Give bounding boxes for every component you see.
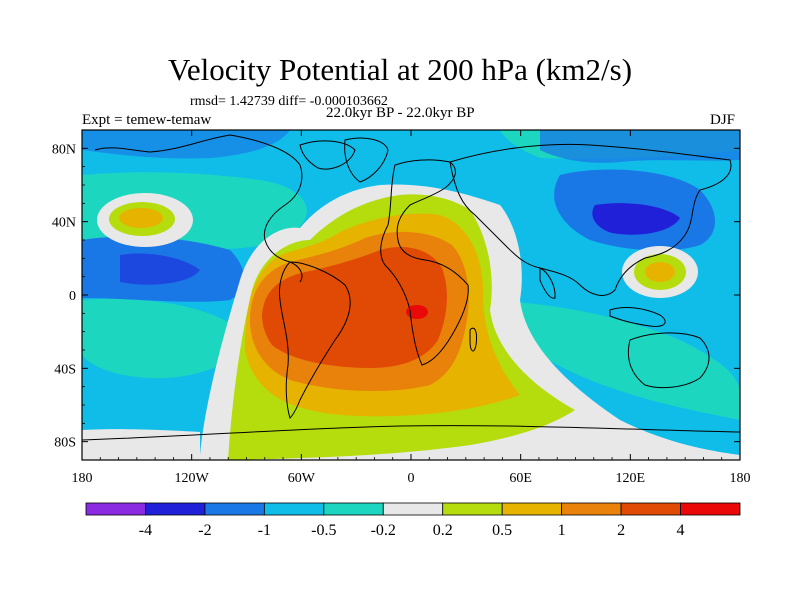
contour-field [82,130,740,460]
colorbar-swatch [263,502,325,516]
colorbar: -4 -2 -1 -0.5 -0.2 0.2 0.5 1 2 4 [85,502,741,539]
colorbar-swatch [145,502,206,516]
colorbar-swatch [204,502,265,516]
colorbar-swatch [85,502,146,516]
colorbar-label: 0.2 [433,522,453,539]
y-tick-label: 80N [52,142,76,157]
colorbar-swatch [501,502,563,516]
colorbar-swatch [382,502,444,516]
colorbar-label: -4 [139,522,152,539]
x-tick-label: 60E [509,471,532,486]
colorbar-label: 2 [617,522,625,539]
colorbar-swatch [442,502,503,516]
axis-ticks [81,130,741,460]
colorbar-label: 0.5 [492,522,512,539]
rmsd-diff-stats: rmsd= 1.42739 diff= -0.000103662 [190,94,388,109]
y-tick-label: 40N [52,216,76,231]
y-tick-label: 40S [54,362,76,377]
coastlines [94,134,732,419]
colorbar-swatch [620,502,681,516]
colorbar-swatch [561,502,622,516]
chart-title: Velocity Potential at 200 hPa (km2/s) [167,52,633,87]
colorbar-label: -1 [258,522,271,539]
colorbar-swatch [680,502,741,516]
x-tick-label: 180 [72,471,93,486]
colorbar-swatch [323,502,384,516]
y-tick-label: 80S [54,436,76,451]
y-tick-label: 0 [69,289,76,304]
season-label: DJF [710,112,736,128]
x-tick-label: 60W [288,471,316,486]
experiment-label: Expt = temew-temaw [82,112,212,128]
axis-labels: 180 120W 60W 0 60E 120E 180 80N 40N 0 40S 80S [52,142,751,486]
colorbar-label: 1 [558,522,566,539]
x-tick-label: 120E [616,471,646,486]
colorbar-label: -2 [198,522,211,539]
period-label: 22.0kyr BP - 22.0kyr BP [326,105,475,121]
colorbar-label: 4 [677,522,685,539]
colorbar-label: -0.2 [371,522,396,539]
x-tick-label: 0 [408,471,415,486]
x-tick-label: 120W [175,471,210,486]
x-tick-label: 180 [730,471,751,486]
colorbar-label: -0.5 [311,522,336,539]
